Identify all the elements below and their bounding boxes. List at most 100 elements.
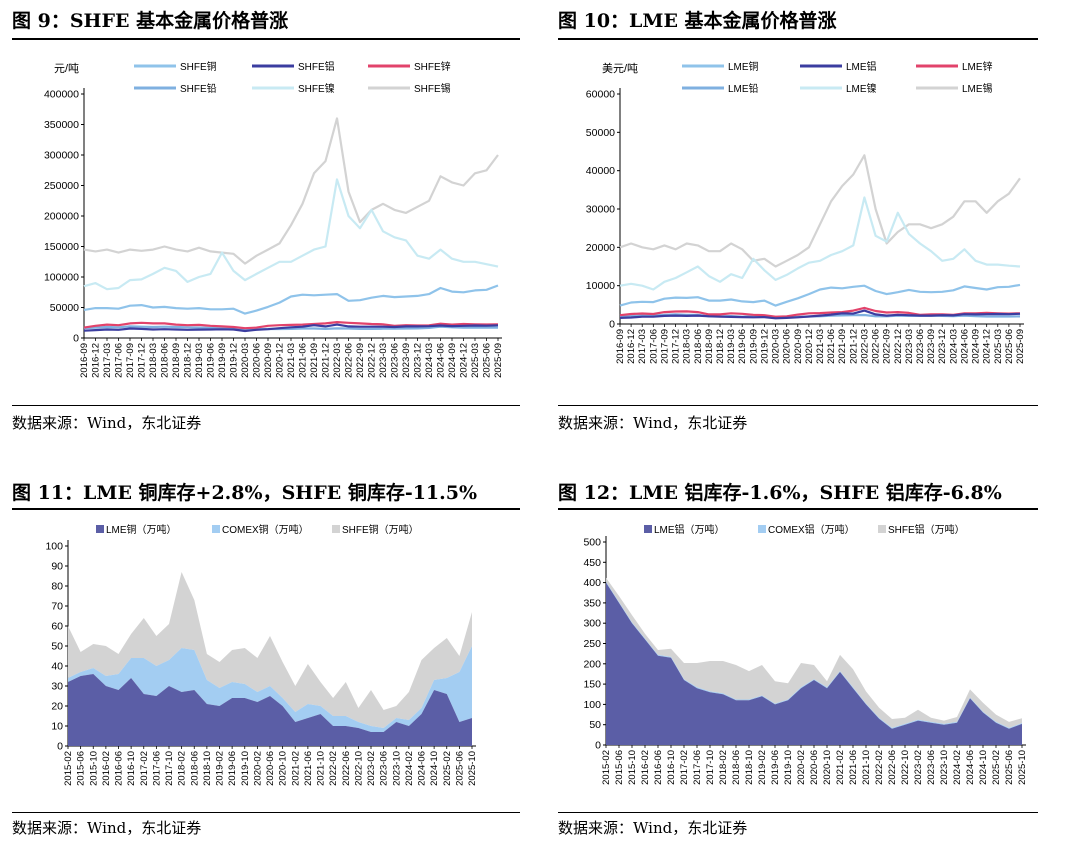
x-tick-label: 2020-03 (771, 329, 782, 364)
y-tick-label: 200 (583, 658, 601, 670)
x-tick-label: 2019-06 (206, 343, 217, 378)
source-note: 数据来源：Wind，东北证券 (12, 414, 202, 432)
x-tick-label: 2021-03 (815, 329, 826, 364)
figure-title: 图 10：LME 基本金属价格普涨 (558, 10, 837, 32)
y-tick-label: 0 (609, 319, 615, 331)
x-tick-label: 2024-06 (436, 343, 447, 378)
legend-label: LME镍 (846, 82, 877, 95)
x-tick-label: 2017-10 (705, 750, 716, 785)
y-tick-label: 10 (51, 721, 63, 733)
x-tick-label: 2017-03 (102, 343, 113, 378)
y-tick-label: 150000 (44, 241, 79, 253)
x-tick-label: 2017-06 (114, 343, 125, 378)
x-tick-label: 2021-06 (298, 343, 309, 378)
legend-label: SHFE铝（万吨） (888, 523, 965, 536)
y-tick-label: 350000 (44, 119, 79, 131)
x-tick-label: 2023-06 (390, 343, 401, 378)
figure-title: 图 12：LME 铝库存-1.6%，SHFE 铝库存-6.8% (558, 482, 1002, 504)
title-rule (558, 508, 1038, 510)
x-tick-label: 2024-12 (982, 329, 993, 364)
x-tick-label: 2016-12 (626, 329, 637, 364)
legend-label: LME铝（万吨） (654, 523, 725, 536)
y-tick-label: 30000 (586, 204, 615, 216)
x-tick-label: 2021-12 (321, 343, 332, 378)
y-tick-label: 10000 (586, 280, 615, 292)
y-tick-label: 200000 (44, 211, 79, 223)
y-tick-label: 80 (51, 581, 63, 593)
x-tick-label: 2019-09 (217, 343, 228, 378)
x-tick-label: 2024-02 (404, 751, 415, 786)
x-tick-label: 2020-09 (263, 343, 274, 378)
x-tick-label: 2020-12 (804, 329, 815, 364)
x-tick-label: 2022-12 (367, 343, 378, 378)
source-note: 数据来源：Wind，东北证券 (558, 414, 748, 432)
legend-label: LME铜 (728, 61, 759, 73)
x-tick-label: 2017-06 (151, 751, 162, 786)
y-tick-label: 300 (583, 618, 601, 630)
legend-swatch (212, 525, 220, 533)
series-line (619, 309, 1021, 320)
legend-swatch (644, 525, 652, 533)
x-tick-label: 2018-06 (160, 343, 171, 378)
title-rule (12, 508, 520, 510)
x-tick-label: 2025-02 (991, 750, 1002, 785)
y-tick-label: 50000 (50, 302, 79, 314)
x-tick-label: 2023-10 (939, 750, 950, 785)
x-tick-label: 2017-12 (671, 329, 682, 364)
y-tick-label: 60 (51, 621, 63, 633)
x-tick-label: 2024-06 (959, 329, 970, 364)
series-line (83, 323, 499, 333)
x-tick-label: 2020-03 (240, 343, 251, 378)
price-line-chart: 元/吨 SHFE铜 SHFE铝 SHFE锌 SHFE铅 SHFE镍 SHFE锡 0 50000 1… (44, 60, 504, 378)
series-line (83, 325, 498, 331)
series-line (619, 196, 1021, 291)
x-tick-label: 2019-06 (770, 750, 781, 785)
y-tick-label: 50000 (586, 127, 615, 139)
x-tick-label: 2022-09 (355, 343, 366, 378)
y-tick-label: 100 (45, 541, 63, 553)
inventory-area-chart: LME铜（万吨） COMEX铜（万吨） SHFE铜（万吨） 0 10 20 30 40 50 60… (45, 523, 478, 786)
x-tick-label: 2016-10 (126, 751, 137, 786)
x-tick-label: 2021-10 (316, 751, 327, 786)
series-area (606, 577, 1022, 728)
x-tick-label: 2024-02 (952, 750, 963, 785)
x-tick-label: 2021-03 (286, 343, 297, 378)
x-tick-label: 2024-09 (971, 329, 982, 364)
x-tick-label: 2016-09 (79, 343, 90, 378)
y-tick-label: 0 (595, 740, 601, 752)
x-tick-label: 2025-09 (1015, 329, 1026, 364)
x-tick-label: 2022-02 (874, 750, 885, 785)
x-tick-label: 2022-06 (341, 751, 352, 786)
x-tick-label: 2019-06 (737, 329, 748, 364)
x-tick-label: 2015-10 (627, 750, 638, 785)
x-tick-label: 2023-09 (926, 329, 937, 364)
x-tick-label: 2021-09 (309, 343, 320, 378)
x-tick-label: 2018-10 (202, 751, 213, 786)
x-tick-label: 2023-03 (904, 329, 915, 364)
x-tick-label: 2023-03 (378, 343, 389, 378)
y-tick-label: 150 (583, 679, 601, 691)
legend-label: SHFE铜 (180, 61, 217, 73)
x-tick-label: 2019-10 (240, 751, 251, 786)
x-tick-label: 2025-02 (442, 751, 453, 786)
x-tick-label: 2025-06 (1004, 329, 1015, 364)
legend-label: LME铝 (846, 61, 877, 73)
series-line (619, 154, 1021, 268)
series-line (83, 117, 499, 265)
x-tick-label: 2020-02 (252, 751, 263, 786)
source-note: 数据来源：Wind，东北证券 (12, 819, 202, 837)
x-tick-label: 2017-06 (648, 329, 659, 364)
x-tick-label: 2025-06 (482, 343, 493, 378)
x-tick-label: 2023-06 (926, 750, 937, 785)
x-tick-label: 2024-10 (978, 750, 989, 785)
x-tick-label: 2018-02 (718, 750, 729, 785)
x-tick-label: 2021-06 (826, 329, 837, 364)
x-tick-label: 2025-06 (1004, 750, 1015, 785)
x-tick-label: 2021-10 (861, 750, 872, 785)
y-tick-label: 20 (51, 701, 63, 713)
legend-label: COMEX铝（万吨） (768, 523, 855, 536)
x-tick-label: 2016-12 (91, 343, 102, 378)
x-tick-label: 2019-02 (757, 750, 768, 785)
x-tick-label: 2017-03 (637, 329, 648, 364)
x-tick-label: 2021-09 (837, 329, 848, 364)
